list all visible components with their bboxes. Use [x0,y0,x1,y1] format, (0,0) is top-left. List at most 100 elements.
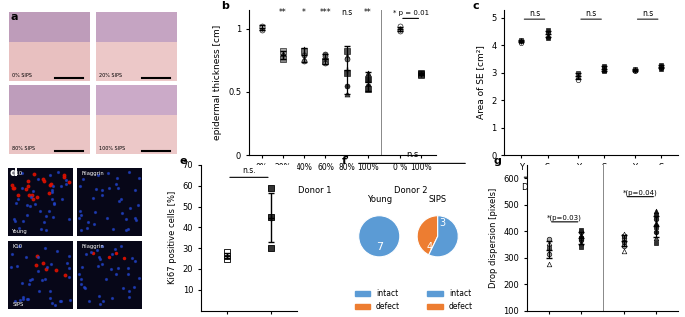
Text: n.s.: n.s. [242,166,256,175]
Point [221,254,232,259]
Text: c: c [473,1,480,11]
Point [651,221,662,226]
Text: Day 1: Day 1 [522,183,547,192]
Point [542,36,553,41]
Point [416,70,427,75]
Point [516,37,527,42]
Text: n.s: n.s [406,150,418,159]
Bar [9,12,90,81]
Point [619,239,630,244]
Text: 7: 7 [375,242,383,252]
Point [599,65,610,70]
Text: K10: K10 [12,244,23,249]
Wedge shape [417,216,438,255]
Point [299,53,310,58]
Point [265,214,276,219]
Text: SIPS: SIPS [429,195,447,204]
Text: d: d [10,168,18,178]
Text: Young: Young [366,195,392,204]
Bar [96,85,177,154]
Point [341,56,352,61]
Point [256,23,267,29]
Point [320,60,331,65]
Bar [9,85,90,115]
Point [256,27,267,32]
Point [542,30,553,36]
Text: * p = 0.01: * p = 0.01 [393,10,429,16]
Point [543,236,554,242]
Point [265,185,276,190]
Point [656,65,667,70]
Point [599,68,610,73]
Point [320,54,331,59]
Y-axis label: Area of SE [cm²]: Area of SE [cm²] [477,45,486,120]
Text: n.s: n.s [341,8,352,17]
Text: K10: K10 [12,171,23,176]
Text: *(p=0.03): *(p=0.03) [547,215,582,221]
Point [277,56,288,61]
Point [619,235,630,240]
Point [362,70,373,75]
Point [573,73,584,78]
Bar [8,241,73,309]
Text: Donor 1: Donor 1 [298,186,332,195]
Text: *: * [302,8,306,17]
Text: **: ** [364,8,372,17]
Point [543,241,554,246]
Point [362,77,373,82]
Text: SIPS: SIPS [12,302,24,307]
Point [543,246,554,251]
Text: 80% SIPS: 80% SIPS [12,146,35,151]
Text: n.s: n.s [642,9,653,18]
Point [416,73,427,78]
Point [416,72,427,77]
Point [362,87,373,92]
Point [320,56,331,61]
Point [575,241,586,246]
Bar [77,168,142,236]
Point [277,51,288,56]
Point [651,213,662,218]
Point [619,231,630,236]
Bar [8,168,73,236]
Point [299,56,310,61]
Point [341,49,352,54]
Point [395,23,406,29]
Point [320,51,331,56]
Bar [77,241,142,309]
Text: 0% SIPS: 0% SIPS [12,73,32,78]
Legend: intact, defect: intact, defect [424,286,476,314]
Point [341,54,352,59]
Bar [96,85,177,115]
Point [542,33,553,38]
Text: e: e [179,156,187,166]
Point [575,238,586,243]
Point [221,256,232,261]
Text: Filaggrin: Filaggrin [81,244,104,249]
Text: ***: *** [320,8,332,17]
Point [575,233,586,238]
Point [573,70,584,75]
Text: 100% SIPS: 100% SIPS [99,146,125,151]
Text: n.s: n.s [529,9,540,18]
Text: g: g [494,156,501,166]
Point [651,209,662,214]
Text: Young: Young [12,229,28,234]
Text: 20% SIPS: 20% SIPS [99,73,122,78]
Point [651,241,662,246]
Y-axis label: epidermal thickness [cm]: epidermal thickness [cm] [214,25,223,140]
Text: a: a [10,12,18,23]
Point [516,39,527,44]
Point [629,69,640,74]
Point [277,54,288,59]
Point [221,250,232,255]
Point [299,49,310,54]
Text: Day 3: Day 3 [579,183,603,192]
Point [656,66,667,71]
Point [299,59,310,64]
Text: 3: 3 [440,218,446,229]
Point [543,251,554,256]
Point [629,66,640,71]
Point [320,59,331,64]
Point [395,27,406,32]
